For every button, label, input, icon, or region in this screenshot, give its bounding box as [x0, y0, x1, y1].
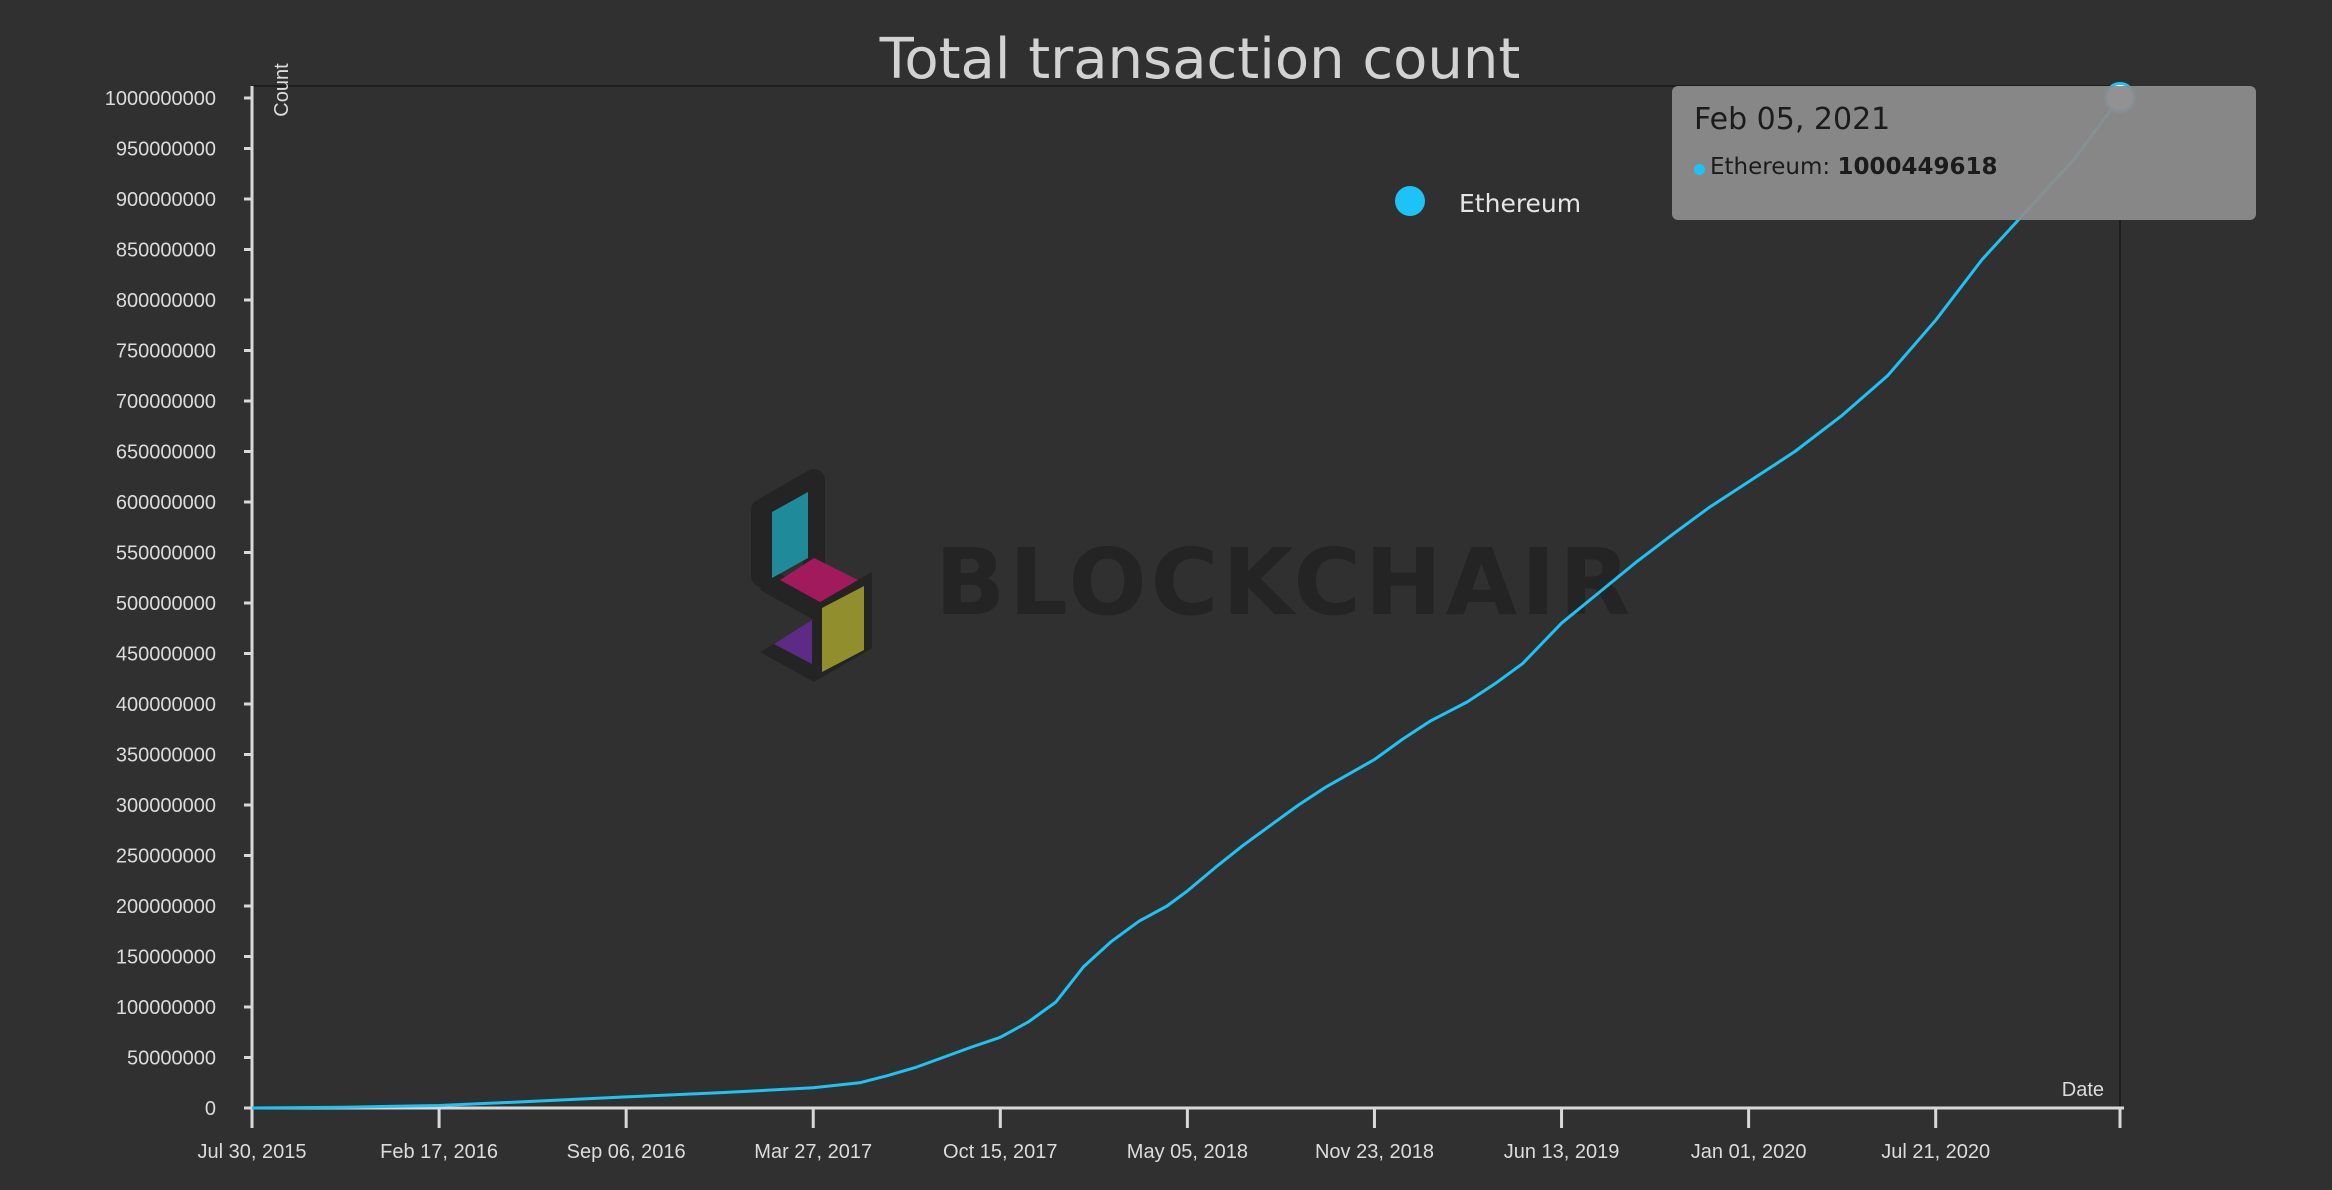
- x-axis-label: Date: [2062, 1079, 2104, 1101]
- y-axis-ticks: 0 50000000 100000000 150000000 200000000 2500…: [105, 88, 252, 1120]
- series-line-ethereum[interactable]: [251, 96, 2122, 1110]
- y-tick-label: 750000000: [116, 341, 216, 363]
- x-tick-label: May 05, 2018: [1127, 1141, 1248, 1163]
- y-tick-label: 700000000: [116, 391, 216, 413]
- legend-marker-ethereum[interactable]: [1395, 186, 1425, 216]
- y-tick-label: 400000000: [116, 694, 216, 716]
- blockchair-watermark: BLOCKCHAIR: [751, 469, 1634, 682]
- series-group: [251, 96, 2122, 1110]
- y-tick-label: 800000000: [116, 290, 216, 312]
- x-axis-ticks: Jul 30, 2015 Feb 17, 2016 Sep 06, 2016 Mar …: [198, 1108, 2122, 1163]
- y-tick-label: 300000000: [116, 795, 216, 817]
- tooltip-date: Feb 05, 2021: [1694, 102, 1891, 137]
- x-tick-label: Feb 17, 2016: [380, 1141, 498, 1163]
- x-tick-label: Jul 30, 2015: [198, 1141, 307, 1163]
- chart-title: Total transaction count: [879, 27, 1521, 92]
- y-tick-label: 150000000: [116, 947, 216, 969]
- x-tick-label: Jun 13, 2019: [1504, 1141, 1620, 1163]
- tooltip-series-dot: [1694, 164, 1705, 175]
- watermark-text: BLOCKCHAIR: [935, 529, 1634, 636]
- y-tick-label: 100000000: [116, 997, 216, 1019]
- y-tick-label: 1000000000: [105, 88, 216, 110]
- legend[interactable]: Ethereum: [1395, 186, 1581, 218]
- x-tick-label: Mar 27, 2017: [754, 1141, 872, 1163]
- x-tick-label: Nov 23, 2018: [1315, 1141, 1434, 1163]
- tooltip-value: 1000449618: [1837, 154, 1998, 180]
- y-tick-label: 650000000: [116, 442, 216, 464]
- x-tick-label: Jul 21, 2020: [1881, 1141, 1990, 1163]
- y-tick-label: 350000000: [116, 745, 216, 767]
- y-tick-label: 950000000: [116, 139, 216, 161]
- y-tick-label: 500000000: [116, 593, 216, 615]
- tooltip-row: Ethereum: 1000449618: [1710, 154, 1998, 180]
- y-tick-label: 900000000: [116, 189, 216, 211]
- x-tick-label: Sep 06, 2016: [567, 1141, 686, 1163]
- x-tick-label: Oct 15, 2017: [943, 1141, 1058, 1163]
- y-tick-label: 550000000: [116, 543, 216, 565]
- tooltip-series-name: Ethereum: [1710, 154, 1823, 180]
- y-tick-label: 600000000: [116, 492, 216, 514]
- legend-label-ethereum[interactable]: Ethereum: [1459, 189, 1581, 218]
- x-tick-label: Jan 01, 2020: [1691, 1141, 1807, 1163]
- y-tick-label: 200000000: [116, 896, 216, 918]
- y-tick-label: 0: [205, 1098, 216, 1120]
- y-tick-label: 250000000: [116, 846, 216, 868]
- tooltip: Feb 05, 2021 Ethereum: 1000449618: [1672, 86, 2256, 220]
- y-tick-label: 850000000: [116, 240, 216, 262]
- blockchair-logo-icon: [751, 469, 872, 682]
- y-axis-label: Count: [271, 63, 293, 117]
- y-tick-label: 450000000: [116, 644, 216, 666]
- y-tick-label: 50000000: [127, 1048, 216, 1070]
